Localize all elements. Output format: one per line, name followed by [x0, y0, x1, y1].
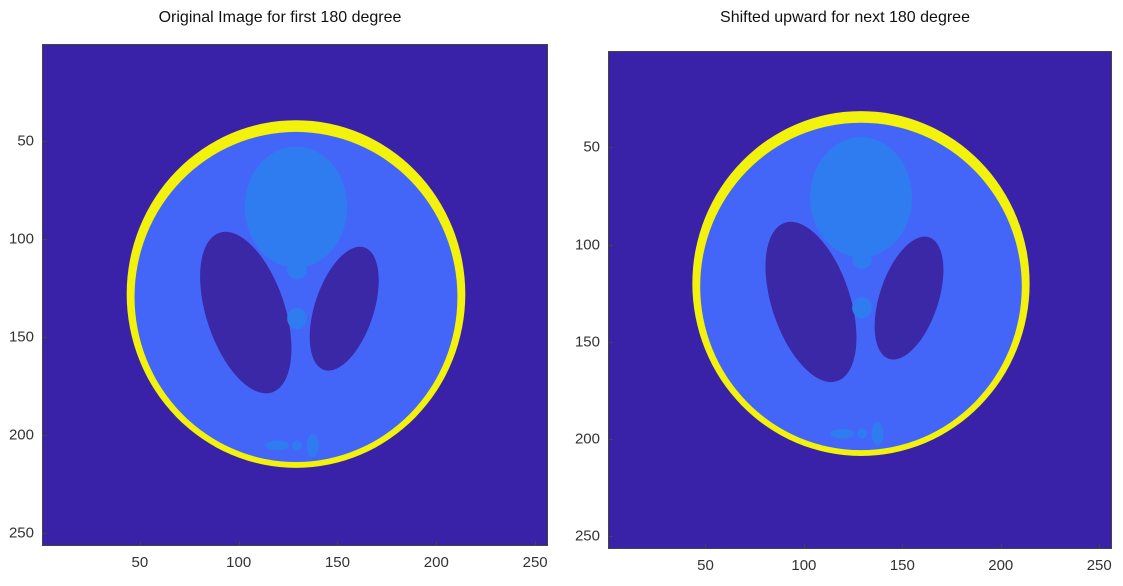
- y-tick-label: 250: [574, 527, 600, 545]
- x-tick-mark: [1000, 544, 1002, 549]
- right-dark-ellipse: [874, 236, 944, 360]
- brain-ellipse: [700, 122, 1022, 451]
- y-tick-mark: [608, 536, 613, 538]
- brain-ellipse: [134, 131, 458, 462]
- x-tick-label: 100: [226, 554, 252, 571]
- x-tick-mark: [535, 541, 537, 546]
- y-tick-label: 250: [8, 524, 34, 542]
- y-tick-label: 200: [8, 426, 34, 444]
- x-tick-mark: [705, 544, 707, 549]
- y-tick-label: 50: [583, 138, 600, 156]
- x-tick-label: 150: [889, 557, 915, 574]
- x-tick-mark: [436, 541, 438, 546]
- y-tick-label: 150: [8, 328, 34, 346]
- small-light-ellipse: [871, 422, 884, 446]
- y-tick-mark: [608, 147, 613, 149]
- small-light-ellipse: [306, 433, 319, 458]
- y-tick-mark: [42, 533, 47, 535]
- y-tick-mark: [608, 244, 613, 246]
- upper-light-ellipse: [244, 146, 348, 268]
- small-light-ellipse: [852, 249, 872, 269]
- x-tick-label: 50: [697, 557, 714, 574]
- right-dark-ellipse: [309, 246, 379, 371]
- y-tick-mark: [42, 141, 47, 143]
- left-image-panel: Original Image for first 180 degree 50 10…: [0, 0, 560, 586]
- small-light-ellipse: [830, 428, 855, 439]
- right-image-panel: Shifted upward for next 180 degree 50 100…: [560, 0, 1123, 586]
- small-light-ellipse: [265, 440, 290, 451]
- y-tick-mark: [608, 341, 613, 343]
- small-light-ellipse: [857, 428, 867, 439]
- y-tick-mark: [42, 337, 47, 339]
- panel-title: Shifted upward for next 180 degree: [720, 9, 970, 26]
- x-tick-mark: [902, 544, 904, 549]
- x-tick-label: 200: [988, 557, 1014, 574]
- y-tick-mark: [42, 239, 47, 241]
- x-tick-mark: [803, 544, 805, 549]
- phantom-image: [43, 45, 547, 545]
- y-tick-label: 100: [8, 230, 34, 248]
- panel-title: Original Image for first 180 degree: [158, 9, 402, 26]
- left-dark-ellipse: [200, 231, 292, 394]
- y-tick-mark: [608, 439, 613, 441]
- y-tick-label: 200: [574, 430, 600, 448]
- x-tick-mark: [238, 541, 240, 546]
- image-axes: [608, 51, 1112, 549]
- x-tick-label: 100: [791, 557, 817, 574]
- y-tick-label: 50: [17, 132, 34, 150]
- y-tick-mark: [42, 435, 47, 437]
- small-light-ellipse: [292, 440, 302, 451]
- x-tick-mark: [139, 541, 141, 546]
- small-light-ellipse: [852, 297, 872, 319]
- x-tick-label: 200: [423, 554, 449, 571]
- phantom-image: [609, 52, 1111, 548]
- y-tick-label: 150: [574, 333, 600, 351]
- x-tick-mark: [337, 541, 339, 546]
- x-tick-mark: [1099, 544, 1101, 549]
- small-light-ellipse: [287, 259, 307, 280]
- upper-light-ellipse: [809, 137, 912, 258]
- x-tick-label: 50: [131, 554, 149, 571]
- x-tick-label: 250: [1086, 557, 1112, 574]
- left-dark-ellipse: [765, 221, 857, 383]
- small-light-ellipse: [287, 307, 307, 330]
- x-tick-label: 150: [324, 554, 350, 571]
- x-tick-label: 250: [522, 554, 548, 571]
- y-tick-label: 100: [574, 236, 600, 254]
- image-axes: [42, 44, 548, 546]
